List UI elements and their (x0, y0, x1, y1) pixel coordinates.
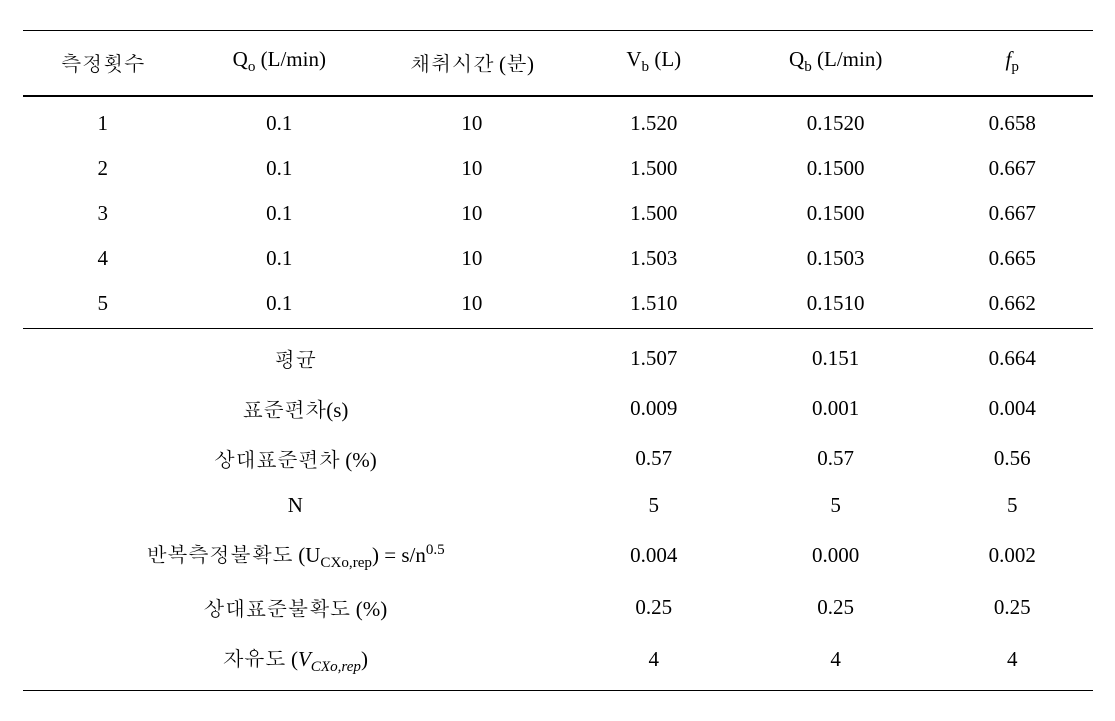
table-row: 3 0.1 10 1.500 0.1500 0.667 (23, 191, 1093, 236)
stats-vb: 0.009 (568, 383, 739, 433)
stats-row-repeat-uncertainty: 반복측정불확도 (UCXo,rep) = s/n0.5 0.004 0.000 … (23, 528, 1093, 582)
cell-time: 10 (376, 191, 569, 236)
cell-qo: 0.1 (183, 96, 376, 146)
cell-fp: 0.662 (932, 281, 1093, 329)
stats-qb: 0.151 (739, 329, 932, 384)
cell-qo: 0.1 (183, 191, 376, 236)
cell-fp: 0.667 (932, 191, 1093, 236)
cell-time: 10 (376, 281, 569, 329)
cell-fp: 0.658 (932, 96, 1093, 146)
stats-vb: 0.57 (568, 433, 739, 483)
cell-vb: 1.503 (568, 236, 739, 281)
stats-qb: 5 (739, 483, 932, 528)
stats-vb: 5 (568, 483, 739, 528)
cell-qb: 0.1500 (739, 146, 932, 191)
table-row: 4 0.1 10 1.503 0.1503 0.665 (23, 236, 1093, 281)
stats-fp: 0.25 (932, 582, 1093, 632)
cell-vb: 1.500 (568, 191, 739, 236)
stats-section: 평균 1.507 0.151 0.664 표준편차(s) 0.009 0.001… (23, 329, 1093, 691)
cell-n: 5 (23, 281, 184, 329)
stats-row-stddev: 표준편차(s) 0.009 0.001 0.004 (23, 383, 1093, 433)
stats-fp: 5 (932, 483, 1093, 528)
stats-row-dof: 자유도 (VCXo,rep) 4 4 4 (23, 632, 1093, 691)
cell-time: 10 (376, 146, 569, 191)
stats-row-n: N 5 5 5 (23, 483, 1093, 528)
header-fp: fp (932, 31, 1093, 97)
header-vb: Vb (L) (568, 31, 739, 97)
header-qb: Qb (L/min) (739, 31, 932, 97)
stats-qb: 0.000 (739, 528, 932, 582)
measurement-table-wrapper: 측정횟수 Qo (L/min) 채취시간 (분) Vb (L) Qb (L/mi… (23, 30, 1093, 691)
stats-fp: 0.002 (932, 528, 1093, 582)
stats-qb: 4 (739, 632, 932, 691)
stats-row-rel-std-uncertainty: 상대표준불확도 (%) 0.25 0.25 0.25 (23, 582, 1093, 632)
table-row: 5 0.1 10 1.510 0.1510 0.662 (23, 281, 1093, 329)
header-qo: Qo (L/min) (183, 31, 376, 97)
stats-vb: 0.004 (568, 528, 739, 582)
stats-row-rsd: 상대표준편차 (%) 0.57 0.57 0.56 (23, 433, 1093, 483)
stats-fp: 0.56 (932, 433, 1093, 483)
cell-time: 10 (376, 236, 569, 281)
header-sampling-time: 채취시간 (분) (376, 31, 569, 97)
cell-n: 3 (23, 191, 184, 236)
data-section: 1 0.1 10 1.520 0.1520 0.658 2 0.1 10 1.5… (23, 96, 1093, 329)
stats-fp: 0.664 (932, 329, 1093, 384)
cell-qb: 0.1510 (739, 281, 932, 329)
stats-label: 자유도 (VCXo,rep) (23, 632, 569, 691)
cell-qb: 0.1500 (739, 191, 932, 236)
cell-fp: 0.667 (932, 146, 1093, 191)
measurement-table: 측정횟수 Qo (L/min) 채취시간 (분) Vb (L) Qb (L/mi… (23, 30, 1093, 691)
stats-fp: 4 (932, 632, 1093, 691)
stats-fp: 0.004 (932, 383, 1093, 433)
stats-row-mean: 평균 1.507 0.151 0.664 (23, 329, 1093, 384)
stats-label: 상대표준편차 (%) (23, 433, 569, 483)
stats-vb: 4 (568, 632, 739, 691)
stats-qb: 0.57 (739, 433, 932, 483)
cell-time: 10 (376, 96, 569, 146)
stats-label: 표준편차(s) (23, 383, 569, 433)
stats-label: N (23, 483, 569, 528)
stats-label: 반복측정불확도 (UCXo,rep) = s/n0.5 (23, 528, 569, 582)
cell-vb: 1.520 (568, 96, 739, 146)
cell-qb: 0.1520 (739, 96, 932, 146)
header-measurement-count: 측정횟수 (23, 31, 184, 97)
stats-label: 상대표준불확도 (%) (23, 582, 569, 632)
cell-qo: 0.1 (183, 236, 376, 281)
stats-qb: 0.25 (739, 582, 932, 632)
cell-vb: 1.510 (568, 281, 739, 329)
cell-fp: 0.665 (932, 236, 1093, 281)
stats-vb: 0.25 (568, 582, 739, 632)
cell-qo: 0.1 (183, 146, 376, 191)
cell-qo: 0.1 (183, 281, 376, 329)
stats-label: 평균 (23, 329, 569, 384)
table-row: 2 0.1 10 1.500 0.1500 0.667 (23, 146, 1093, 191)
stats-qb: 0.001 (739, 383, 932, 433)
header-row: 측정횟수 Qo (L/min) 채취시간 (분) Vb (L) Qb (L/mi… (23, 31, 1093, 97)
cell-vb: 1.500 (568, 146, 739, 191)
stats-vb: 1.507 (568, 329, 739, 384)
cell-n: 2 (23, 146, 184, 191)
cell-n: 1 (23, 96, 184, 146)
cell-qb: 0.1503 (739, 236, 932, 281)
cell-n: 4 (23, 236, 184, 281)
table-row: 1 0.1 10 1.520 0.1520 0.658 (23, 96, 1093, 146)
